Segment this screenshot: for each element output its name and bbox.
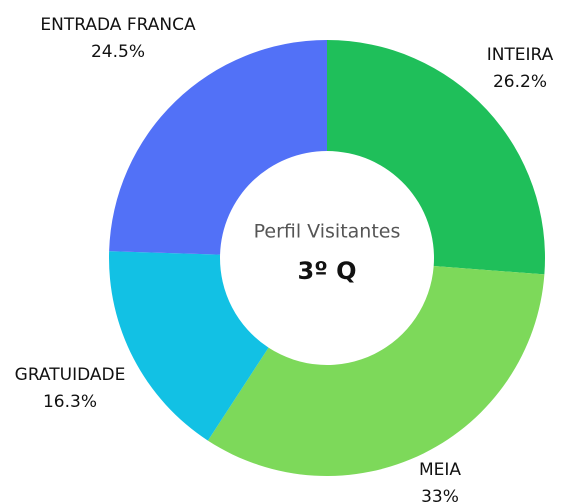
slice-label: ENTRADA FRANCA bbox=[40, 15, 196, 35]
slices bbox=[108, 40, 545, 476]
slice bbox=[207, 266, 545, 476]
slice-value-label: 26.2% bbox=[493, 72, 547, 92]
slice-label: INTEIRA bbox=[487, 45, 554, 65]
slice-label: GRATUIDADE bbox=[15, 365, 126, 385]
slice bbox=[327, 40, 545, 275]
chart-title: Perfil Visitantes bbox=[254, 221, 401, 243]
slice-value-label: 33% bbox=[421, 487, 459, 504]
chart-subtitle: 3º Q bbox=[298, 257, 357, 285]
slice bbox=[109, 40, 327, 255]
slice bbox=[108, 251, 269, 441]
slice-label: MEIA bbox=[419, 460, 461, 480]
slice-value-label: 16.3% bbox=[43, 392, 97, 412]
slice-value-label: 24.5% bbox=[91, 42, 145, 62]
